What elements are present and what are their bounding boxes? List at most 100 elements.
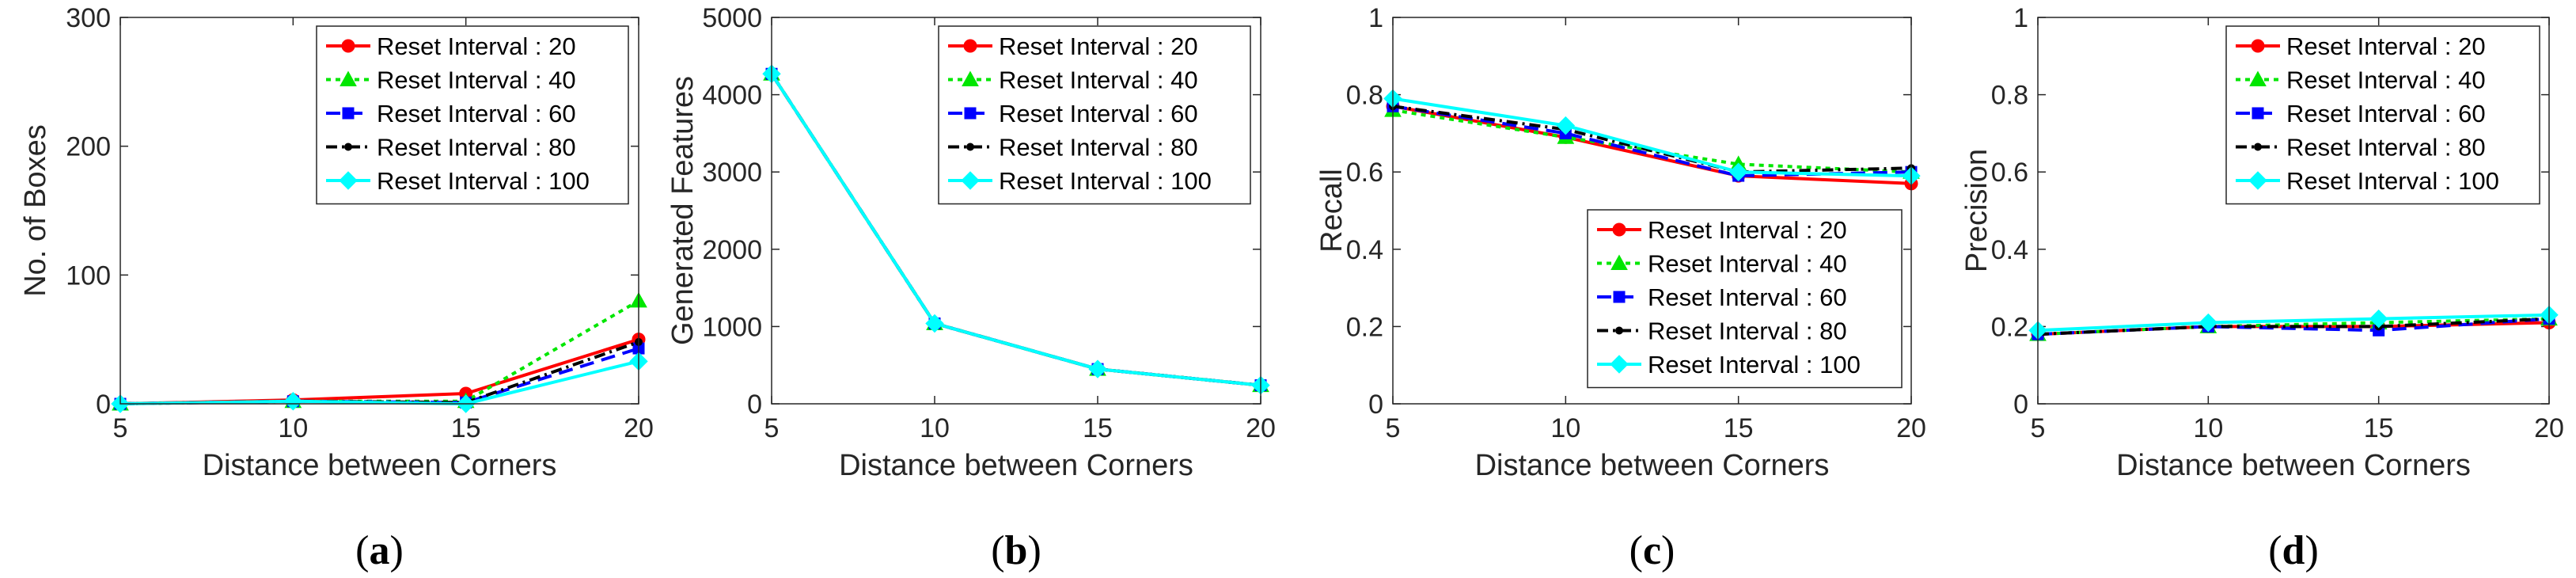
y-tick-label: 0	[747, 390, 762, 420]
x-axis-label: Distance between Corners	[1475, 449, 1830, 482]
panel-label: (a)	[355, 528, 404, 573]
series-line	[1392, 105, 1912, 185]
series-line	[1392, 105, 1912, 174]
legend-label: Reset Interval : 40	[377, 67, 576, 94]
legend-marker	[2248, 171, 2267, 190]
panel-label: (c)	[1629, 528, 1675, 573]
legend-box	[316, 25, 629, 205]
x-tick-label: 10	[2193, 413, 2223, 443]
legend-label: Reset Interval : 80	[377, 134, 576, 162]
axes-frame	[2037, 17, 2550, 405]
y-tick-label: 0.4	[1346, 235, 1383, 265]
x-axis-label: Distance between Corners	[2116, 449, 2471, 482]
data-point	[2369, 309, 2388, 329]
y-tick-label: 200	[66, 132, 111, 162]
panel-label: (d)	[2268, 528, 2319, 573]
y-axis-label: Generated Features	[666, 76, 700, 345]
y-tick-label: 1	[1368, 3, 1383, 33]
y-tick-label: 0.8	[1346, 81, 1383, 111]
y-tick-label: 4000	[702, 81, 762, 111]
panel-label: (b)	[991, 528, 1041, 573]
legend-box	[1587, 209, 1903, 389]
series-line	[770, 73, 1261, 387]
legend-marker	[341, 39, 355, 53]
y-tick-label: 300	[66, 3, 111, 33]
y-tick-label: 0.2	[1991, 312, 2028, 342]
axes-frame	[120, 17, 639, 405]
legend-marker	[961, 171, 980, 190]
y-tick-label: 100	[66, 260, 111, 291]
legend: Reset Interval : 20 Reset Interval : 40 Re…	[1587, 209, 1903, 389]
legend-label: Reset Interval : 100	[1648, 351, 1861, 378]
legend-label: Reset Interval : 20	[2286, 32, 2486, 60]
y-tick-label: 0.6	[1991, 158, 2028, 188]
legend-label: Reset Interval : 60	[2286, 100, 2486, 127]
legend-marker	[342, 107, 355, 120]
legend-label: Reset Interval : 40	[1648, 250, 1847, 278]
legend-marker	[1610, 355, 1629, 374]
legend-label: Reset Interval : 20	[1648, 216, 1847, 244]
axes-frame	[771, 17, 1261, 405]
x-tick-label: 20	[624, 413, 654, 443]
x-tick-label: 20	[1246, 413, 1276, 443]
y-tick-label: 1	[2013, 3, 2028, 33]
x-tick-label: 10	[920, 413, 950, 443]
x-axis-label: Distance between Corners	[203, 449, 557, 482]
legend-label: Reset Interval : 20	[999, 32, 1198, 60]
data-point	[925, 314, 944, 333]
y-tick-label: 0.4	[1991, 235, 2028, 265]
y-tick-label: 1000	[702, 312, 762, 342]
y-axis-label: Precision	[1960, 149, 1994, 272]
y-tick-label: 0.6	[1346, 158, 1383, 188]
x-tick-label: 20	[1896, 413, 1926, 443]
series-line	[1392, 108, 1912, 174]
legend-marker	[962, 70, 979, 86]
legend-label: Reset Interval : 100	[2286, 167, 2499, 195]
series-line	[2037, 313, 2550, 333]
data-point	[1728, 162, 1748, 181]
y-tick-label: 3000	[702, 158, 762, 188]
legend-label: Reset Interval : 100	[999, 167, 1212, 195]
legend-marker	[2254, 143, 2262, 151]
axes-frame	[1392, 17, 1912, 405]
legend-label: Reset Interval : 20	[377, 32, 576, 60]
x-tick-label: 20	[2534, 413, 2564, 443]
legend-label: Reset Interval : 60	[1648, 283, 1847, 311]
x-tick-label: 5	[2031, 413, 2046, 443]
legend-marker	[964, 107, 977, 120]
data-point	[1556, 116, 1576, 135]
x-tick-label: 15	[1083, 413, 1113, 443]
data-point	[2199, 313, 2218, 333]
y-tick-label: 0	[2013, 390, 2028, 420]
legend-label: Reset Interval : 40	[999, 67, 1198, 94]
legend-box	[2225, 25, 2540, 205]
legend-marker	[1613, 291, 1626, 303]
x-tick-label: 10	[278, 413, 308, 443]
y-tick-label: 5000	[702, 3, 762, 33]
legend-label: Reset Interval : 60	[999, 100, 1198, 127]
legend-label: Reset Interval : 80	[1648, 318, 1847, 345]
panel-d: 5 10 15 20 0 0.2 0.4 0.6 0.8 1 Distance between Co…	[1960, 3, 2564, 573]
y-axis-label: No. of Boxes	[19, 124, 52, 297]
legend-label: Reset Interval : 80	[999, 134, 1198, 162]
legend-marker	[2249, 70, 2267, 86]
panel-b: 5 10 15 20 0 1000 2000 3000 4000 5000 Distance bet…	[666, 3, 1276, 573]
x-tick-label: 15	[2364, 413, 2394, 443]
data-point	[1088, 359, 1107, 378]
legend-box	[938, 25, 1251, 205]
legend-marker	[2252, 107, 2264, 120]
legend-marker	[1610, 254, 1628, 270]
x-tick-label: 15	[451, 413, 481, 443]
y-axis-label: Recall	[1315, 169, 1349, 253]
legend-marker	[344, 143, 352, 151]
x-tick-label: 5	[764, 413, 780, 443]
series-line	[2037, 317, 2550, 337]
y-tick-label: 0.8	[1991, 81, 2028, 111]
legend-label: Reset Interval : 100	[377, 167, 590, 195]
y-tick-label: 0	[1368, 390, 1383, 420]
legend-label: Reset Interval : 40	[2286, 67, 2486, 94]
legend-marker	[1615, 326, 1623, 335]
legend: Reset Interval : 20 Reset Interval : 40 Re…	[316, 25, 629, 205]
